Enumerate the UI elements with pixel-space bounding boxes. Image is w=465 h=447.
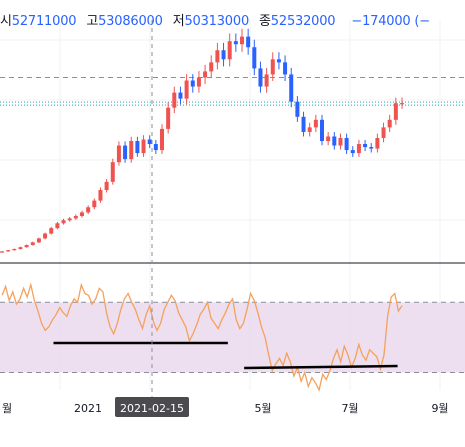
- crosshair-date-bg: [115, 397, 189, 417]
- candle-body: [36, 238, 41, 243]
- candle-body: [276, 59, 281, 63]
- candle-body: [375, 137, 380, 149]
- candle-body: [110, 162, 115, 182]
- change-value: −174000 (−: [351, 14, 430, 29]
- candle-body: [73, 216, 78, 219]
- crosshair-date-label: 2021-02-15: [120, 402, 184, 415]
- candle-body: [166, 107, 171, 129]
- candle-body: [196, 77, 201, 87]
- x-tick-label: 9월: [431, 402, 448, 415]
- candle-body: [270, 59, 275, 75]
- candle-body: [307, 127, 312, 132]
- candle-body: [369, 147, 374, 149]
- x-tick-label: 7월: [341, 402, 358, 415]
- candle-body: [178, 92, 183, 99]
- candle-body: [190, 80, 195, 87]
- candle-body: [363, 144, 368, 148]
- x-tick-label: 2021: [74, 402, 102, 415]
- rsi-band: [0, 302, 465, 373]
- x-tick-label: 5월: [254, 402, 271, 415]
- candle-body: [221, 50, 226, 60]
- candle-body: [104, 181, 109, 191]
- low-value: 50313000: [184, 14, 250, 29]
- candle-body: [86, 207, 91, 213]
- candle-body: [332, 136, 337, 146]
- candle-body: [24, 245, 29, 248]
- candle-body: [160, 128, 164, 151]
- candle-body: [6, 250, 11, 252]
- open-label: 시: [0, 14, 12, 29]
- candle-body: [129, 141, 134, 160]
- candle-body: [203, 71, 208, 78]
- candle-body: [400, 103, 404, 105]
- candle-body: [350, 150, 355, 154]
- candle-body: [49, 228, 54, 234]
- candle-body: [98, 190, 103, 201]
- candle-body: [67, 218, 72, 221]
- low-label: 저: [172, 14, 185, 29]
- candle-body: [258, 68, 263, 87]
- candle-body: [135, 141, 140, 154]
- candle-body: [61, 220, 66, 224]
- candle-body: [344, 137, 349, 151]
- candle-body: [184, 80, 189, 99]
- candle-body: [141, 139, 146, 154]
- candle-body: [80, 212, 84, 217]
- candle-body: [289, 74, 294, 102]
- candle-body: [172, 92, 177, 108]
- candle-body: [116, 145, 121, 163]
- candle-body: [252, 47, 257, 69]
- candle-body: [240, 36, 244, 45]
- candle-body: [283, 62, 288, 75]
- candle-body: [356, 144, 361, 154]
- candle-body: [18, 247, 23, 249]
- candle-body: [264, 74, 269, 87]
- x-tick-label: 월: [2, 402, 12, 415]
- rsi-line: [1, 282, 403, 392]
- candle-body: [381, 127, 386, 138]
- ohlc-legend: 시52711000 고53086000 저50313000 종52532000 −174…: [0, 10, 465, 32]
- candle-body: [320, 119, 324, 141]
- candle-body: [313, 119, 318, 128]
- candle-body: [0, 251, 4, 253]
- candle-body: [233, 41, 238, 45]
- candle-body: [227, 41, 232, 60]
- high-value: 53086000: [98, 14, 163, 29]
- candle-body: [215, 50, 220, 63]
- high-label: 고: [86, 14, 99, 29]
- candle-body: [209, 62, 214, 72]
- candle-body: [153, 144, 158, 151]
- candle-body: [43, 233, 48, 239]
- candle-body: [295, 101, 300, 117]
- candle-body: [387, 119, 392, 128]
- candle-body: [338, 137, 343, 146]
- candle-body: [92, 200, 97, 208]
- candle-body: [12, 248, 17, 251]
- close-value: 52532000: [270, 14, 336, 29]
- rsi-trendline: [244, 364, 398, 370]
- candle-body: [30, 242, 35, 246]
- candle-body: [55, 223, 60, 229]
- candle-body: [393, 103, 398, 120]
- candle-body: [246, 36, 251, 48]
- candle-body: [147, 139, 152, 145]
- candle-body: [326, 136, 331, 141]
- candle-body: [301, 116, 306, 132]
- close-label: 종: [259, 14, 271, 29]
- candle-body: [123, 145, 128, 160]
